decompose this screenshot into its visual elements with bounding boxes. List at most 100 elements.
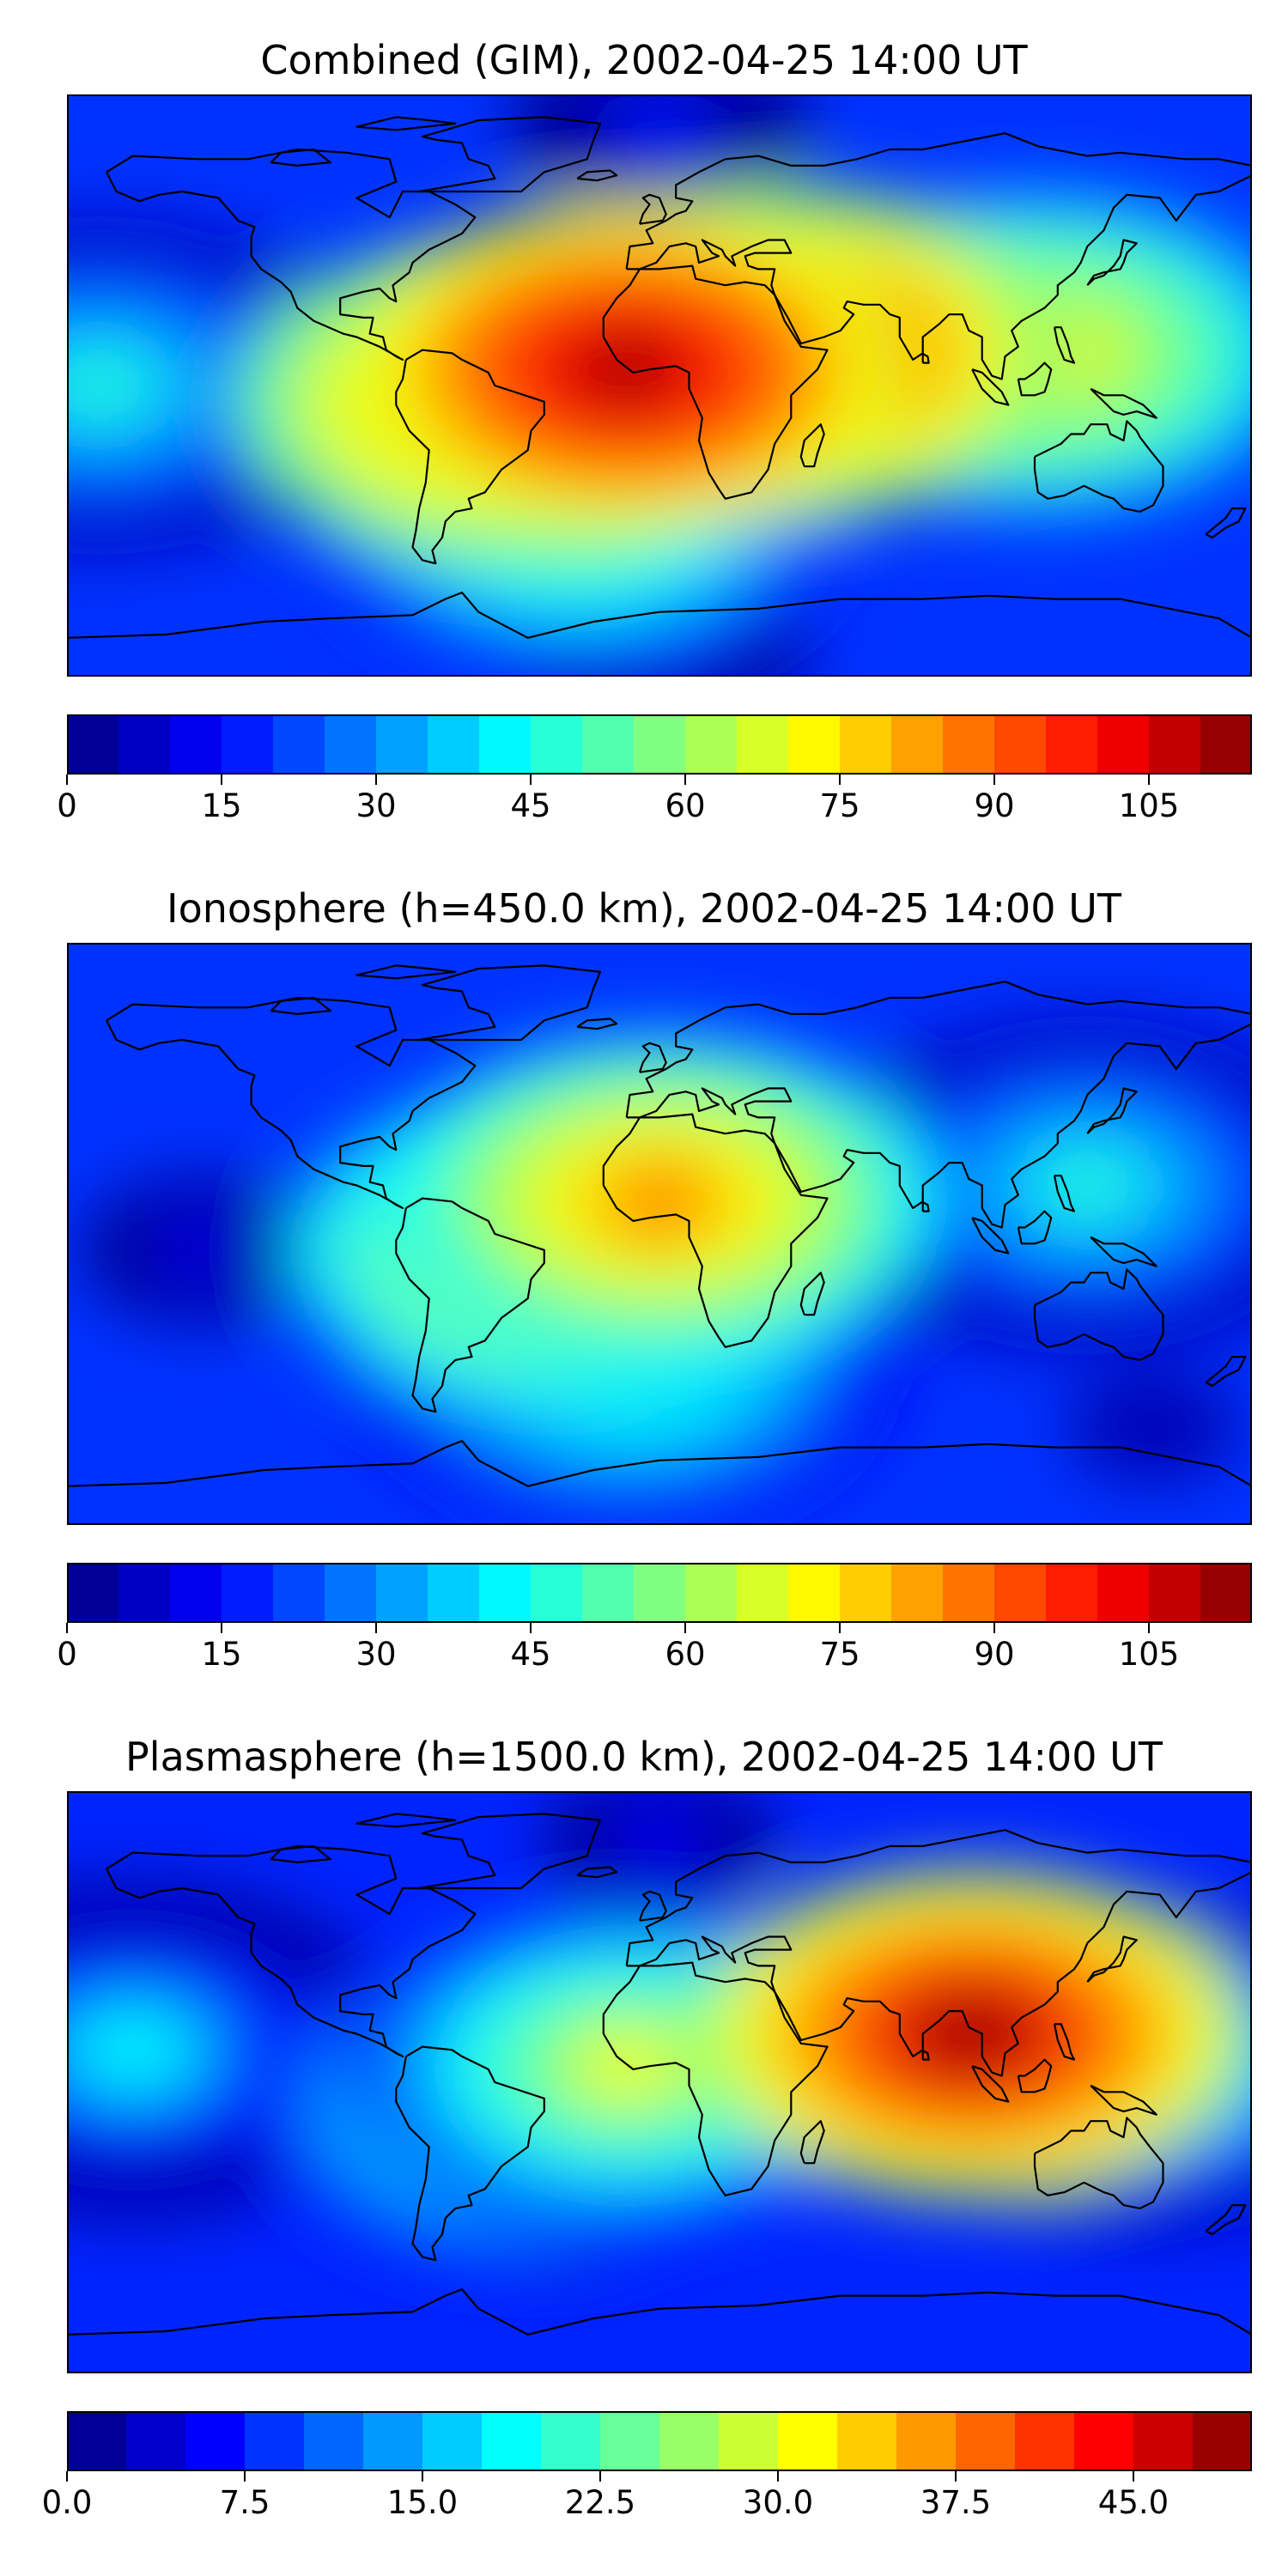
coastline [270,996,331,1015]
colorbar-segment [222,714,274,775]
coastline [799,2120,825,2165]
coastline [67,1440,1252,1487]
colorbar-tick [1148,1623,1158,1633]
colorbar-segment [1133,2411,1194,2471]
colorbar-tick-label: 22.5 [564,2484,636,2521]
colorbar-segment [1149,1563,1201,1623]
colorbar-segment [1149,714,1201,775]
coastline [270,1844,331,1863]
coastline [921,1201,930,1212]
coastline [395,1197,545,1413]
colorbar-frame [67,2411,1252,2471]
coastline [1090,387,1157,419]
colorbar-tick [955,2471,965,2482]
colorbar-segment [118,1563,171,1623]
colorbar-segment [600,2411,660,2471]
coastline [638,1890,667,1922]
colorbar-tick-label: 60 [665,1636,706,1673]
colorbar-segment [891,1563,944,1623]
colorbar-segment [582,1563,635,1623]
colorbar-segment [582,714,635,775]
coastline [67,2288,1252,2336]
panel-title: Ionosphere (h=450.0 km), 2002-04-25 14:0… [167,885,1121,932]
colorbar-tick [422,2471,432,2482]
colorbar-frame [67,1563,1252,1623]
colorbar [67,1563,1252,1623]
coastline [625,981,1252,1229]
colorbar-tick [1148,775,1158,785]
colorbar-ticks: 0.0 7.5 15.0 22.5 30.0 37.5 45.0 [42,2471,1252,2521]
coastlines [67,116,1252,639]
colorbar-segment [541,2411,601,2471]
colorbar-segment [1074,2411,1134,2471]
coastlines [67,1813,1252,2336]
colorbar-tick [839,775,849,785]
colorbar-tick-label: 45 [510,1636,551,1673]
coastline [1053,2023,1076,2061]
colorbar-segment [685,1563,738,1623]
colorbar-segment [837,2411,897,2471]
colorbar-tick [66,775,76,785]
map-frame [67,1791,1252,2373]
colorbar-segment [245,2411,305,2471]
coastline [971,2065,1010,2103]
coastline [106,996,477,1209]
panel-title: Combined (GIM), 2002-04-25 14:00 UT [260,37,1028,83]
colorbar-tick-label: 75 [819,787,860,824]
colorbar-segment [896,2411,957,2471]
coastline [1053,1175,1076,1212]
colorbar-segment [531,714,583,775]
coastline [270,148,331,167]
colorbar [67,714,1252,775]
tec-map-plasmasphere [67,1791,1252,2373]
colorbar-frame [67,714,1252,775]
coastline [355,116,457,131]
coastline [1086,1087,1138,1134]
colorbar-segment [778,2411,838,2471]
colorbar-segment [363,2411,423,2471]
colorbar-tick-label: 0.0 [41,2484,93,2521]
coastline [1205,507,1247,539]
tec-feature [608,1805,711,1874]
colorbar-tick-label: 0 [57,787,77,824]
map-frame [67,94,1252,677]
colorbar-tick-label: 60 [665,787,706,824]
colorbar-tick [221,775,231,785]
coastlines [67,964,1252,1487]
colorbar-tick-label: 30 [355,1636,397,1673]
coastline [1086,239,1138,286]
coastline [602,1113,829,1348]
colorbar-segment [943,1563,995,1623]
tec-feature [920,1999,1024,2069]
tec-feature [81,2015,185,2085]
colorbar-tick [777,2471,787,2482]
colorbar-tick-label: 90 [974,787,1015,824]
colorbar-tick [221,1623,231,1633]
coastline [1033,2117,1164,2209]
colorbar-segment [376,714,428,775]
colorbar-segment [1200,714,1252,775]
colorbar-tick [993,775,1004,785]
colorbar-segment [170,1563,222,1623]
colorbar-segment [273,1563,325,1623]
colorbar-tick-label: 75 [819,1636,860,1673]
colorbar-segment [1046,1563,1098,1623]
colorbar-segment [428,1563,480,1623]
tec-map-combined [67,94,1252,677]
colorbar-segment [222,1563,274,1623]
colorbar-segment [1046,714,1098,775]
coastline [1017,2058,1053,2093]
colorbar-segment [273,714,325,775]
coastline [106,1844,477,2057]
colorbar-tick [599,2471,610,2482]
coastline [602,264,829,500]
colorbar-segment [304,2411,364,2471]
colorbar-segment [994,714,1047,775]
coastline [625,132,1252,380]
coastline [1205,1356,1247,1388]
colorbar-segment [376,1563,428,1623]
colorbar [67,2411,1252,2471]
coastline [1017,361,1053,397]
colorbar-segment [634,1563,686,1623]
coastline [1033,420,1164,513]
